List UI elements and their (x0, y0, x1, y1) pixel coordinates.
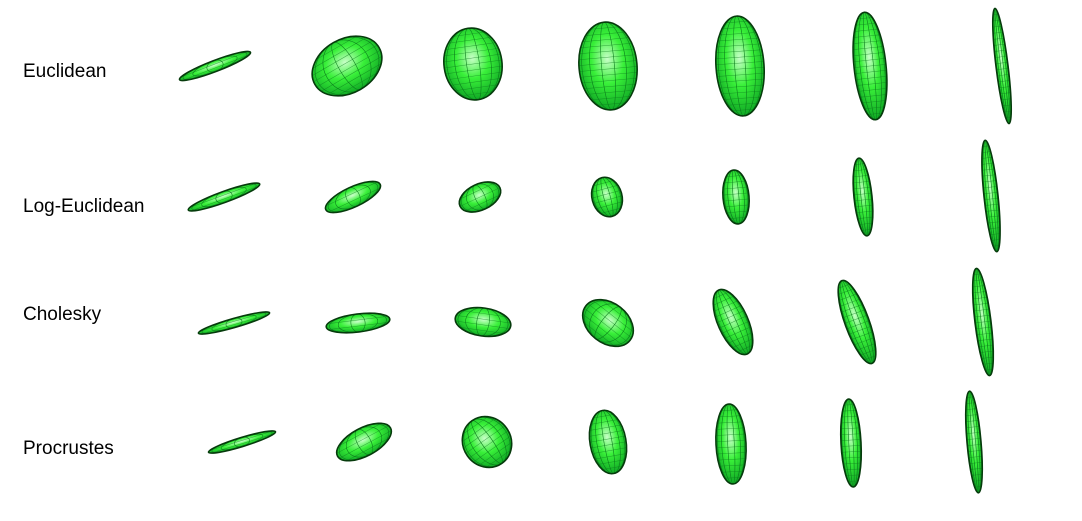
ellipsoid-glyph-procrustes-2 (335, 422, 393, 462)
ellipsoid-glyph-log-euclidean-4 (590, 176, 624, 218)
ellipsoid-glyph-cholesky-4 (581, 298, 635, 348)
ellipsoid-glyph-log-euclidean-5 (722, 169, 750, 225)
ellipsoid-glyph-procrustes-4 (588, 409, 628, 475)
row-label-log-euclidean: Log-Euclidean (23, 196, 145, 217)
row-label-cholesky: Cholesky (23, 304, 102, 325)
ellipsoid-glyph-euclidean-5 (715, 15, 765, 117)
ellipsoid-glyph-cholesky-7 (971, 267, 995, 377)
ellipsoid-glyph-log-euclidean-6 (852, 157, 874, 237)
ellipsoid-glyph-cholesky-2 (325, 312, 391, 334)
ellipsoid-glyph-cholesky-3 (454, 306, 512, 338)
row-label-euclidean: Euclidean (23, 61, 107, 82)
ellipsoid-glyph-cholesky-1 (197, 311, 271, 335)
ellipsoid-glyph-euclidean-4 (578, 21, 638, 111)
ellipsoid-glyph-log-euclidean-2 (324, 180, 382, 214)
ellipsoid-glyph-procrustes-6 (839, 398, 863, 488)
ellipsoid-glyph-euclidean-6 (852, 11, 888, 121)
ellipsoid-glyph-euclidean-1 (178, 50, 252, 82)
ellipsoid-glyph-euclidean-7 (991, 7, 1013, 125)
ellipsoid-glyph-log-euclidean-1 (187, 182, 261, 212)
ellipsoid-glyph-log-euclidean-3 (458, 181, 502, 213)
ellipsoid-glyph-procrustes-1 (207, 430, 277, 454)
row-label-procrustes: Procrustes (23, 438, 114, 459)
ellipsoid-glyph-log-euclidean-7 (981, 139, 1001, 253)
ellipsoid-glyph-procrustes-3 (461, 415, 513, 469)
ellipsoid-glyph-cholesky-6 (837, 279, 877, 365)
ellipsoid-glyph-euclidean-2 (311, 35, 383, 97)
ellipsoid-glyph-euclidean-3 (443, 27, 503, 101)
ellipsoid-glyph-procrustes-7 (964, 390, 984, 494)
ellipsoid-glyph-procrustes-5 (715, 403, 747, 485)
ellipsoid-glyph-cholesky-5 (712, 288, 754, 356)
